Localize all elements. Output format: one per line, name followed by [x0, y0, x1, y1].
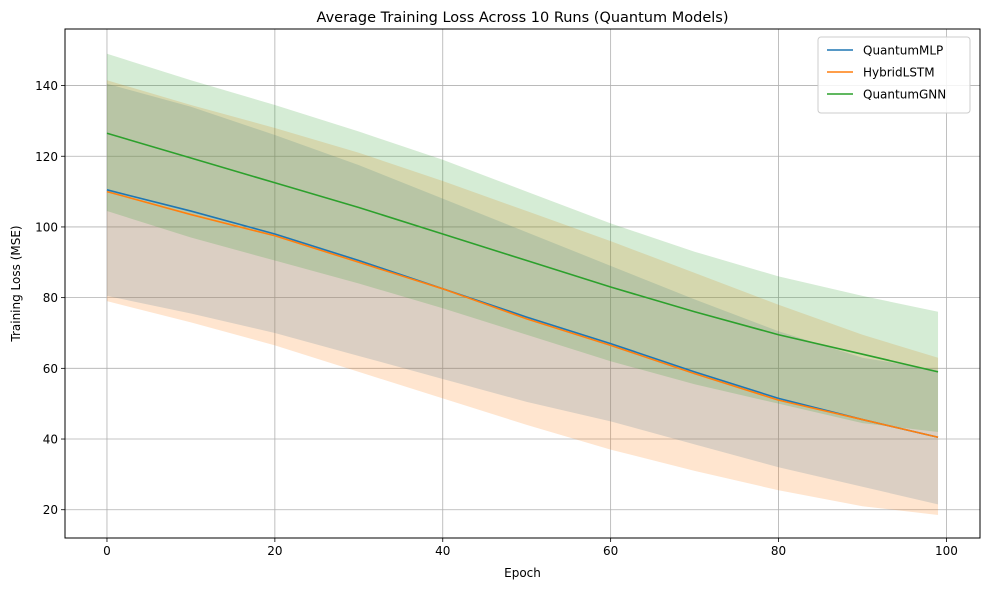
- y-tick-label: 40: [43, 433, 58, 447]
- x-tick-label: 60: [603, 544, 618, 558]
- line-quantummlp: [106, 189, 939, 439]
- y-tick-label: 80: [43, 291, 58, 305]
- legend-label-hybridlstm: HybridLSTM: [863, 66, 935, 80]
- y-tick-label: 120: [35, 150, 58, 164]
- band-quantummlp: [106, 83, 939, 505]
- chart-title: Average Training Loss Across 10 Runs (Qu…: [317, 10, 729, 26]
- line-hybridlstm: [106, 190, 939, 439]
- y-tick-label: 100: [35, 220, 58, 234]
- x-tick-label: 0: [103, 544, 111, 558]
- x-axis-label: Epoch: [504, 566, 541, 580]
- x-tick-label: 20: [267, 544, 282, 558]
- band-hybridlstm: [106, 80, 939, 516]
- series-lines: [106, 132, 939, 439]
- line-quantumgnn: [106, 132, 939, 373]
- plot-frame: [64, 28, 981, 539]
- y-tick-label: 140: [35, 79, 58, 93]
- legend-box: [817, 36, 971, 114]
- legend-label-quantummlp: QuantumMLP: [863, 44, 943, 58]
- legend-label-quantumgnn: QuantumGNN: [863, 88, 946, 102]
- confidence-bands: [106, 53, 939, 516]
- band-quantumgnn: [106, 53, 939, 432]
- x-tick-label: 80: [771, 544, 786, 558]
- legend: QuantumMLP HybridLSTM QuantumGNN: [817, 36, 971, 114]
- y-axis-ticks: 20 40 60 80 100 120 140: [35, 79, 65, 517]
- x-tick-label: 40: [435, 544, 450, 558]
- y-tick-label: 60: [43, 362, 58, 376]
- x-axis-ticks: 0 20 40 60 80 100: [103, 538, 958, 558]
- x-tick-label: 100: [935, 544, 958, 558]
- y-axis-label: Training Loss (MSE): [9, 225, 23, 342]
- y-tick-label: 20: [43, 503, 58, 517]
